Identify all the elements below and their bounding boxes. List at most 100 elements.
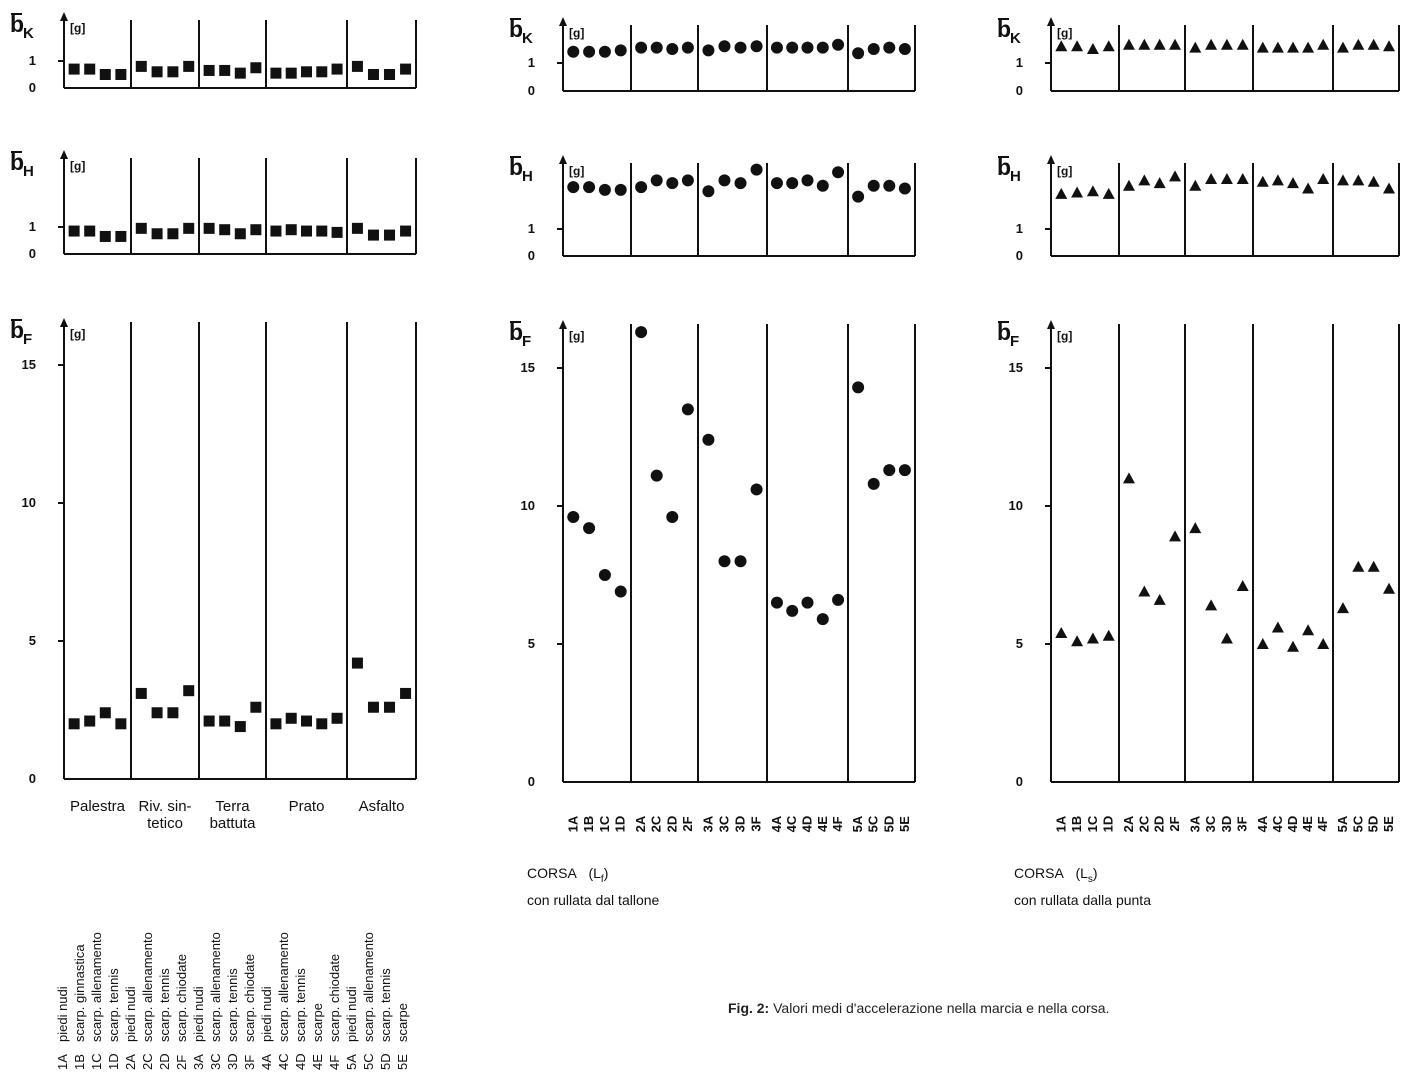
unit-label: [g] <box>1057 164 1072 178</box>
x-code-label: 1B <box>581 816 596 833</box>
y-axis-label-subscript: H <box>23 163 34 180</box>
x-code-label: 1C <box>597 815 612 832</box>
point-bk-4e <box>316 66 328 78</box>
point-bk-1a <box>1055 40 1068 52</box>
point-bk-5d <box>1367 38 1380 50</box>
tick-label: 15 <box>22 357 36 372</box>
point-bf-3a <box>1189 522 1202 534</box>
point-bk-1b <box>1071 40 1084 52</box>
point-bk-1d <box>115 69 127 80</box>
figure-caption: Fig. 2: Valori medi d'accelerazione nell… <box>728 1000 1109 1016</box>
x-code-label: 1D <box>1101 816 1116 833</box>
category-label: Asfalto <box>359 798 405 815</box>
point-bf-5a <box>852 381 865 394</box>
point-bh-4d <box>801 174 814 187</box>
point-bh-3a <box>702 185 715 198</box>
point-bh-2a <box>135 222 147 234</box>
tick-label: 0 <box>1016 83 1023 98</box>
point-bf-5a <box>1336 602 1349 614</box>
tick-label: 1 <box>528 221 535 236</box>
panel-bh: bH [g] 0 1 <box>10 149 417 261</box>
x-code-3f: 3F <box>1235 816 1250 831</box>
y-axis-label: b <box>997 319 1011 345</box>
legend-code: 4D <box>293 1053 308 1070</box>
point-bh-1a <box>1055 187 1068 199</box>
point-bk-2a <box>135 60 147 72</box>
point-bf-1b <box>1071 635 1084 647</box>
x-code-3a: 3A <box>700 815 715 832</box>
y-axis-arrow <box>1047 17 1055 26</box>
point-bf-4d <box>301 715 312 727</box>
tick-label: 0 <box>528 83 535 98</box>
legend-text: scarpe <box>395 1003 410 1042</box>
unit-label: [g] <box>569 164 584 178</box>
x-code-label: 4D <box>800 816 815 833</box>
legend-code: 1C <box>89 1053 104 1070</box>
legend-entry-5c: 5C scarp. allenamento <box>361 932 376 1070</box>
point-bh-1a <box>68 225 80 237</box>
point-bh-3f <box>1236 173 1249 185</box>
point-bk-2d <box>1153 38 1166 50</box>
point-bh-5c <box>367 229 379 241</box>
x-code-4f: 4F <box>1315 816 1330 831</box>
x-code-5d: 5D <box>881 816 896 833</box>
x-code-5d: 5D <box>1366 816 1381 833</box>
point-bk-5c <box>867 43 880 55</box>
point-bh-4d <box>301 225 312 237</box>
point-bh-1c <box>99 230 111 242</box>
legend-code: 1A <box>55 1054 70 1070</box>
x-code-label: 2D <box>1152 816 1167 833</box>
point-bf-5e <box>400 687 412 699</box>
point-bh-2c <box>1138 174 1151 186</box>
x-code-4a: 4A <box>769 815 784 832</box>
point-bh-3d <box>734 177 747 190</box>
point-bh-1b <box>84 225 96 237</box>
point-bf-2f <box>681 403 694 416</box>
x-code-label: 3D <box>733 816 748 833</box>
x-code-1b: 1B <box>1069 816 1084 833</box>
point-bf-4f <box>331 712 343 724</box>
point-bk-4c <box>786 41 799 54</box>
legend-entry-2a: 2A piedi nudi <box>123 986 138 1070</box>
x-code-label: 5D <box>881 816 896 833</box>
point-bh-2d <box>1153 177 1166 189</box>
point-bf-3f <box>250 701 262 713</box>
x-code-label: 1A <box>1053 815 1068 832</box>
x-code-2f: 2F <box>1167 816 1182 831</box>
panel-bk: bK [g] 0 1 <box>997 16 1400 98</box>
x-code-label: 4E <box>815 816 830 832</box>
point-bf-2a <box>135 687 147 699</box>
point-bk-5d <box>384 69 396 80</box>
legend-entry-3c: 3C scarp. allenamento <box>208 932 223 1070</box>
legend-entry-5e: 5E scarpe <box>395 1003 410 1070</box>
tick-label: 0 <box>1016 774 1023 789</box>
point-bh-1c <box>1086 185 1099 197</box>
legend-entry-4f: 4F scarp. chiodate <box>327 954 342 1070</box>
point-bk-5e <box>400 63 412 75</box>
point-bh-1c <box>598 183 611 196</box>
legend-entry-2d: 2D scarp. tennis <box>157 968 172 1070</box>
x-code-3c: 3C <box>716 815 731 832</box>
point-bh-3c <box>1205 173 1218 185</box>
category-label: Terra <box>215 798 250 815</box>
legend-code: 5C <box>361 1053 376 1070</box>
point-bh-4e <box>316 225 328 237</box>
tick-label: 1 <box>528 55 535 70</box>
legend-text: piedi nudi <box>191 986 206 1042</box>
x-code-label: 5D <box>1366 816 1381 833</box>
x-code-label: 3A <box>700 815 715 832</box>
x-code-4a: 4A <box>1255 815 1270 832</box>
x-code-2a: 2A <box>633 815 648 832</box>
tick-label: 15 <box>1009 360 1023 375</box>
x-code-3d: 3D <box>1219 816 1234 833</box>
point-bk-4a <box>770 41 783 54</box>
panel-bk: bK [g] 0 1 <box>509 16 916 98</box>
point-bh-5a <box>1336 174 1349 186</box>
legend-entry-4a: 4A piedi nudi <box>259 986 274 1070</box>
point-bf-4c <box>1271 621 1284 633</box>
tick-label: 5 <box>1016 636 1023 651</box>
unit-label: [g] <box>70 159 85 173</box>
category-label: battuta <box>210 815 257 832</box>
x-code-label: 5E <box>1381 816 1396 832</box>
x-code-label: 4D <box>1285 816 1300 833</box>
